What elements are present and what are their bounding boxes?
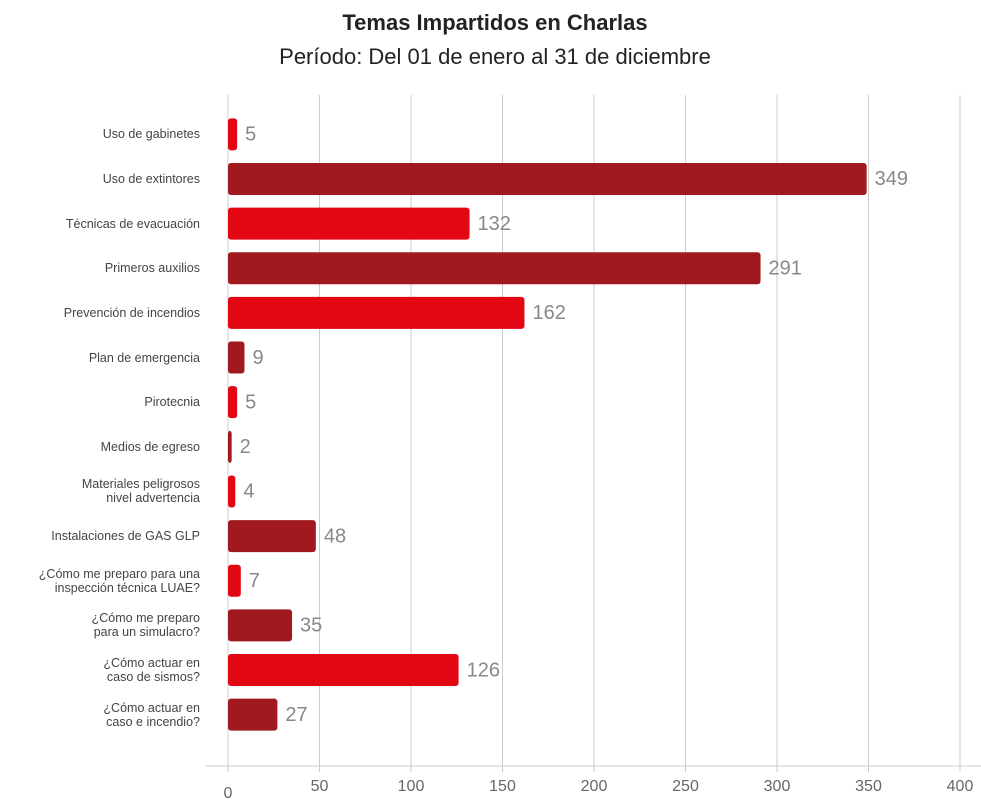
bar [228, 520, 316, 553]
bar [228, 430, 232, 463]
y-tick-label: Pirotecnia [144, 395, 200, 410]
x-tick-label: 100 [398, 778, 425, 795]
x-tick-label: 150 [489, 778, 516, 795]
y-tick-label: Primeros auxilios [104, 261, 200, 276]
y-tick-label: Plan de emergencia [88, 350, 200, 365]
value-label: 162 [532, 302, 565, 324]
bar [228, 118, 238, 151]
value-label: 291 [769, 258, 802, 280]
bar [228, 475, 236, 508]
bar [228, 698, 278, 731]
y-tick-label: Uso de gabinetes [102, 127, 200, 142]
chart-title: Temas Impartidos en Charlas [342, 10, 647, 35]
x-tick-label: 0 [224, 785, 233, 801]
bar [228, 207, 470, 240]
x-tick-label: 350 [855, 778, 882, 795]
bar [228, 162, 867, 195]
value-label: 9 [252, 347, 263, 369]
bar [228, 296, 525, 329]
y-tick-label: Medios de egreso [100, 439, 200, 454]
value-label: 5 [245, 391, 256, 413]
chart-subtitle: Período: Del 01 de enero al 31 de diciem… [279, 44, 711, 69]
value-label: 48 [324, 525, 346, 547]
x-tick-label: 50 [311, 778, 329, 795]
y-tick-label: Instalaciones de GAS GLP [51, 529, 200, 544]
y-tick-label: ¿Cómo actuar en caso e incendio? [103, 700, 200, 729]
x-tick-label: 250 [672, 778, 699, 795]
bar [228, 341, 245, 374]
value-label: 349 [875, 168, 908, 190]
x-tick-label: 200 [581, 778, 608, 795]
y-tick-label: Materiales peligrosos nivel advertencia [81, 477, 200, 506]
bar [228, 252, 761, 285]
value-label: 7 [249, 570, 260, 592]
bar [228, 654, 459, 687]
y-tick-label: ¿Cómo me preparo para un simulacro? [91, 611, 200, 640]
bar [228, 609, 293, 642]
x-tick-label: 400 [947, 778, 974, 795]
value-label: 5 [245, 124, 256, 146]
y-tick-label: Técnicas de evacuación [65, 216, 200, 231]
y-tick-label: Uso de extintores [102, 171, 200, 186]
x-tick-label: 300 [764, 778, 791, 795]
bar [228, 564, 241, 597]
value-label: 4 [243, 481, 254, 503]
y-tick-label: ¿Cómo me preparo para una inspección téc… [38, 566, 200, 595]
bar [228, 386, 238, 419]
y-tick-label: Prevención de incendios [63, 305, 200, 320]
value-label: 2 [240, 436, 251, 458]
y-tick-label: ¿Cómo actuar en caso de sismos? [103, 656, 200, 685]
value-label: 35 [300, 615, 322, 637]
value-label: 132 [478, 213, 511, 235]
value-label: 126 [467, 659, 500, 681]
value-label: 27 [285, 704, 307, 726]
